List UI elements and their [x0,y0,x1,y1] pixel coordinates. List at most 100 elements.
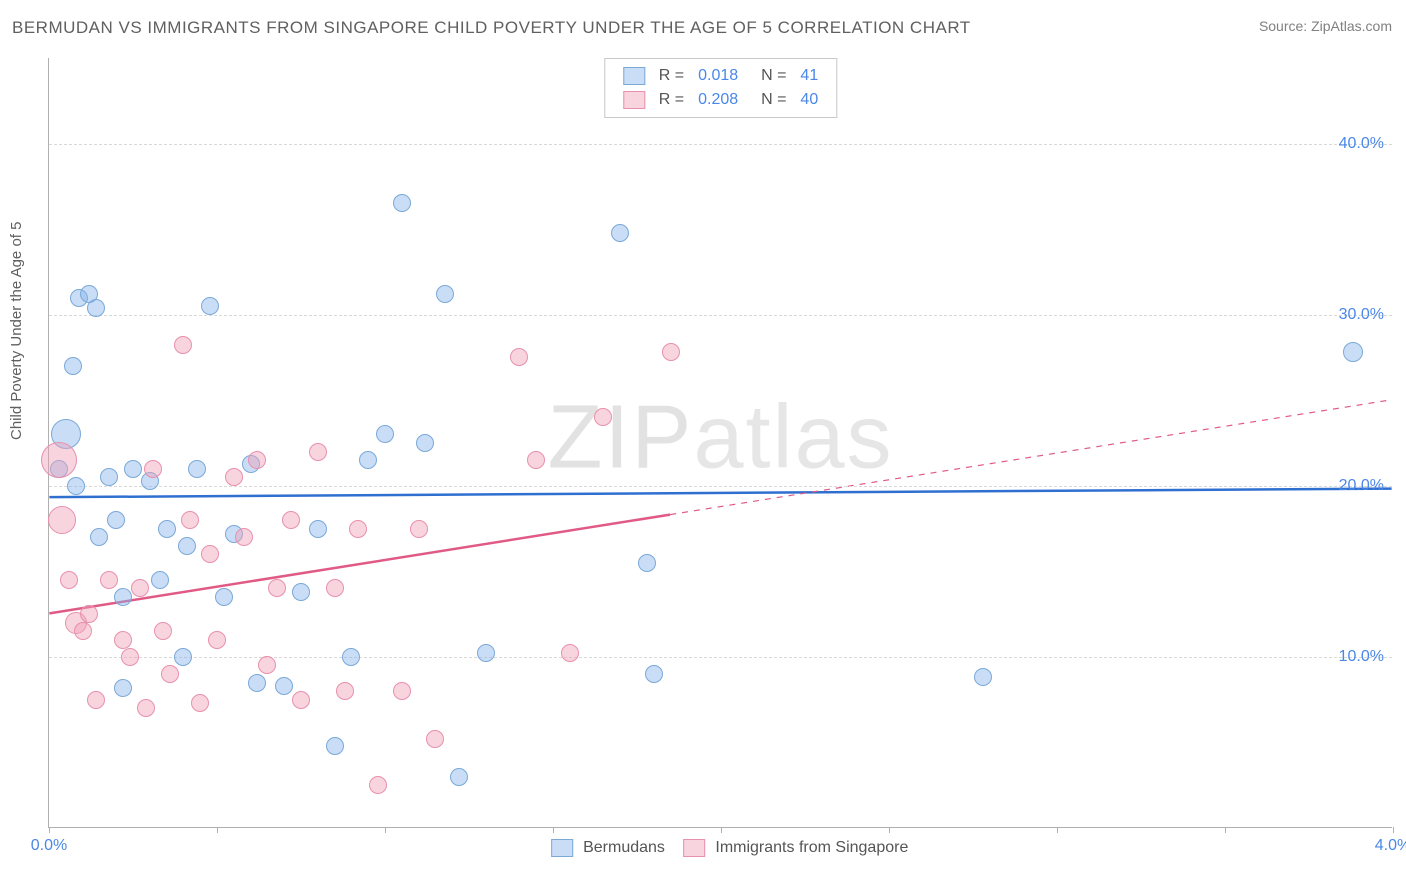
data-point-bermudans [64,357,82,375]
data-point-bermudans [215,588,233,606]
data-point-bermudans [275,677,293,695]
data-point-singapore [292,691,310,709]
data-point-bermudans [477,644,495,662]
data-point-singapore [131,579,149,597]
data-point-bermudans [100,468,118,486]
legend-stats-row: R =0.208 N =40 [617,89,824,111]
ytick-label: 40.0% [1339,135,1384,153]
data-point-bermudans [67,477,85,495]
y-axis-label: Child Poverty Under the Age of 5 [8,222,25,440]
data-point-bermudans [638,554,656,572]
data-point-bermudans [114,588,132,606]
data-point-bermudans [80,285,98,303]
data-point-singapore [282,511,300,529]
legend-n-label: N = [746,89,792,111]
xtick [1057,827,1058,833]
xtick-label: 4.0% [1375,837,1406,855]
trend-line-ext-singapore [670,400,1391,515]
data-point-singapore [662,343,680,361]
data-point-bermudans [174,648,192,666]
xtick [721,827,722,833]
xtick [1225,827,1226,833]
trend-line-bermudans [49,489,1391,498]
data-point-bermudans [248,674,266,692]
data-point-bermudans [188,460,206,478]
data-point-bermudans [393,194,411,212]
legend-r-label: R = [653,89,690,111]
data-point-bermudans [124,460,142,478]
plot-area: ZIPatlas R =0.018 N =41R =0.208 N =40 Be… [48,58,1392,828]
data-point-singapore [369,776,387,794]
data-point-singapore [336,682,354,700]
data-point-singapore [393,682,411,700]
data-point-bermudans [201,297,219,315]
data-point-singapore [309,443,327,461]
legend-swatch-singapore [623,91,645,109]
chart-title: BERMUDAN VS IMMIGRANTS FROM SINGAPORE CH… [12,18,971,38]
data-point-singapore [121,648,139,666]
legend-stats-table: R =0.018 N =41R =0.208 N =40 [615,63,826,113]
data-point-bermudans [359,451,377,469]
xtick [385,827,386,833]
data-point-bermudans [107,511,125,529]
data-point-singapore [80,605,98,623]
gridline-h [49,657,1392,658]
xtick-label: 0.0% [31,837,67,855]
ytick-label: 10.0% [1339,648,1384,666]
data-point-bermudans [292,583,310,601]
gridline-h [49,486,1392,487]
legend-swatch-singapore [683,839,705,857]
data-point-singapore [426,730,444,748]
data-point-singapore [326,579,344,597]
data-point-singapore [235,528,253,546]
data-point-singapore [349,520,367,538]
data-point-bermudans [90,528,108,546]
source-label: Source: ZipAtlas.com [1259,18,1392,34]
legend-r-value: 0.208 [692,89,744,111]
gridline-h [49,144,1392,145]
data-point-singapore [48,506,76,534]
data-point-singapore [144,460,162,478]
watermark: ZIPatlas [547,386,893,489]
watermark-right: atlas [693,387,893,487]
legend-swatch-bermudans [551,839,573,857]
legend-n-value: 40 [794,89,824,111]
gridline-h [49,315,1392,316]
legend-series: Bermudans Immigrants from Singapore [533,839,909,857]
data-point-singapore [208,631,226,649]
data-point-bermudans [114,679,132,697]
xtick [889,827,890,833]
data-point-singapore [191,694,209,712]
data-point-bermudans [450,768,468,786]
xtick [1393,827,1394,833]
xtick [49,827,50,833]
data-point-bermudans [178,537,196,555]
ytick-label: 20.0% [1339,477,1384,495]
legend-r-value: 0.018 [692,65,744,87]
data-point-singapore [181,511,199,529]
legend-stats-row: R =0.018 N =41 [617,65,824,87]
legend-r-label: R = [653,65,690,87]
data-point-bermudans [151,571,169,589]
data-point-bermudans [436,285,454,303]
data-point-singapore [268,579,286,597]
legend-n-value: 41 [794,65,824,87]
data-point-bermudans [158,520,176,538]
data-point-singapore [527,451,545,469]
ytick-label: 30.0% [1339,306,1384,324]
data-point-singapore [60,571,78,589]
data-point-bermudans [645,665,663,683]
data-point-singapore [510,348,528,366]
data-point-bermudans [1343,342,1363,362]
data-point-bermudans [974,668,992,686]
data-point-singapore [161,665,179,683]
data-point-singapore [410,520,428,538]
data-point-singapore [74,622,92,640]
data-point-singapore [225,468,243,486]
data-point-singapore [41,442,77,478]
data-point-singapore [174,336,192,354]
xtick [553,827,554,833]
legend-n-label: N = [746,65,792,87]
trend-lines [49,58,1392,827]
data-point-singapore [561,644,579,662]
